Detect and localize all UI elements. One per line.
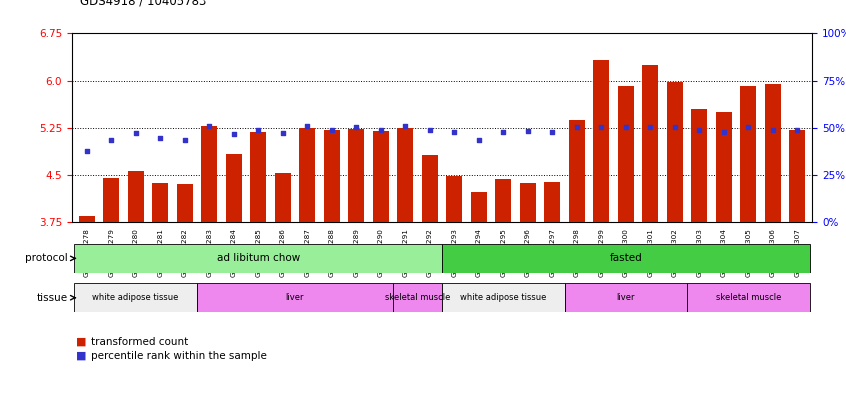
Text: white adipose tissue: white adipose tissue	[460, 293, 547, 302]
Bar	[564, 283, 687, 312]
Bar	[642, 65, 658, 222]
Point	[300, 123, 314, 129]
Point	[546, 129, 559, 135]
Point	[619, 124, 633, 130]
Bar	[177, 184, 193, 222]
Point	[668, 124, 682, 130]
Bar	[393, 283, 442, 312]
Point	[227, 131, 240, 137]
Point	[104, 137, 118, 143]
Bar	[496, 179, 511, 222]
Point	[251, 127, 265, 133]
Text: protocol: protocol	[25, 253, 68, 263]
Text: ad libitum chow: ad libitum chow	[217, 253, 299, 263]
Bar	[740, 86, 756, 222]
Text: skeletal muscle: skeletal muscle	[716, 293, 781, 302]
Point	[521, 129, 535, 135]
Bar	[152, 183, 168, 222]
Bar	[687, 283, 810, 312]
Point	[276, 130, 289, 136]
Point	[448, 129, 461, 135]
Text: ■: ■	[76, 337, 86, 347]
Text: liver: liver	[617, 293, 635, 302]
Text: white adipose tissue: white adipose tissue	[92, 293, 179, 302]
Bar	[324, 130, 340, 222]
Point	[717, 129, 731, 135]
Point	[374, 127, 387, 133]
Bar	[275, 173, 291, 222]
Bar	[447, 176, 462, 222]
Text: ■: ■	[76, 351, 86, 361]
Point	[129, 130, 142, 136]
Bar	[593, 60, 609, 222]
Bar	[197, 283, 393, 312]
Point	[472, 137, 486, 143]
Text: fasted: fasted	[609, 253, 642, 263]
Text: percentile rank within the sample: percentile rank within the sample	[91, 351, 266, 361]
Point	[398, 123, 412, 129]
Bar	[667, 83, 683, 222]
Bar	[349, 129, 365, 222]
Bar	[716, 112, 732, 222]
Bar	[398, 129, 413, 222]
Bar	[79, 217, 95, 222]
Text: GDS4918 / 10405783: GDS4918 / 10405783	[80, 0, 206, 8]
Bar	[201, 127, 217, 222]
Bar	[74, 283, 197, 312]
Bar	[471, 193, 486, 222]
Bar	[226, 154, 242, 222]
Text: liver: liver	[286, 293, 305, 302]
Point	[178, 136, 191, 143]
Bar	[765, 84, 781, 222]
Point	[202, 123, 216, 129]
Point	[497, 129, 510, 135]
Point	[644, 124, 657, 130]
Point	[153, 135, 167, 141]
Bar	[299, 128, 316, 222]
Bar	[422, 155, 437, 222]
Bar	[250, 132, 266, 222]
Bar	[442, 244, 810, 273]
Bar	[373, 131, 388, 222]
Bar	[442, 283, 564, 312]
Bar	[691, 109, 707, 222]
Text: tissue: tissue	[36, 293, 68, 303]
Bar	[569, 119, 585, 222]
Bar	[789, 130, 805, 222]
Point	[80, 148, 93, 154]
Point	[766, 127, 780, 133]
Point	[693, 127, 706, 133]
Bar	[103, 178, 119, 222]
Bar	[544, 182, 560, 222]
Point	[570, 124, 584, 130]
Point	[423, 127, 437, 133]
Point	[595, 124, 608, 130]
Point	[791, 127, 805, 133]
Text: transformed count: transformed count	[91, 337, 188, 347]
Bar	[618, 86, 634, 222]
Point	[349, 124, 363, 130]
Text: skeletal muscle: skeletal muscle	[385, 293, 450, 302]
Bar	[128, 171, 144, 222]
Bar	[74, 244, 442, 273]
Bar	[519, 183, 536, 222]
Point	[742, 124, 755, 130]
Point	[325, 127, 338, 133]
